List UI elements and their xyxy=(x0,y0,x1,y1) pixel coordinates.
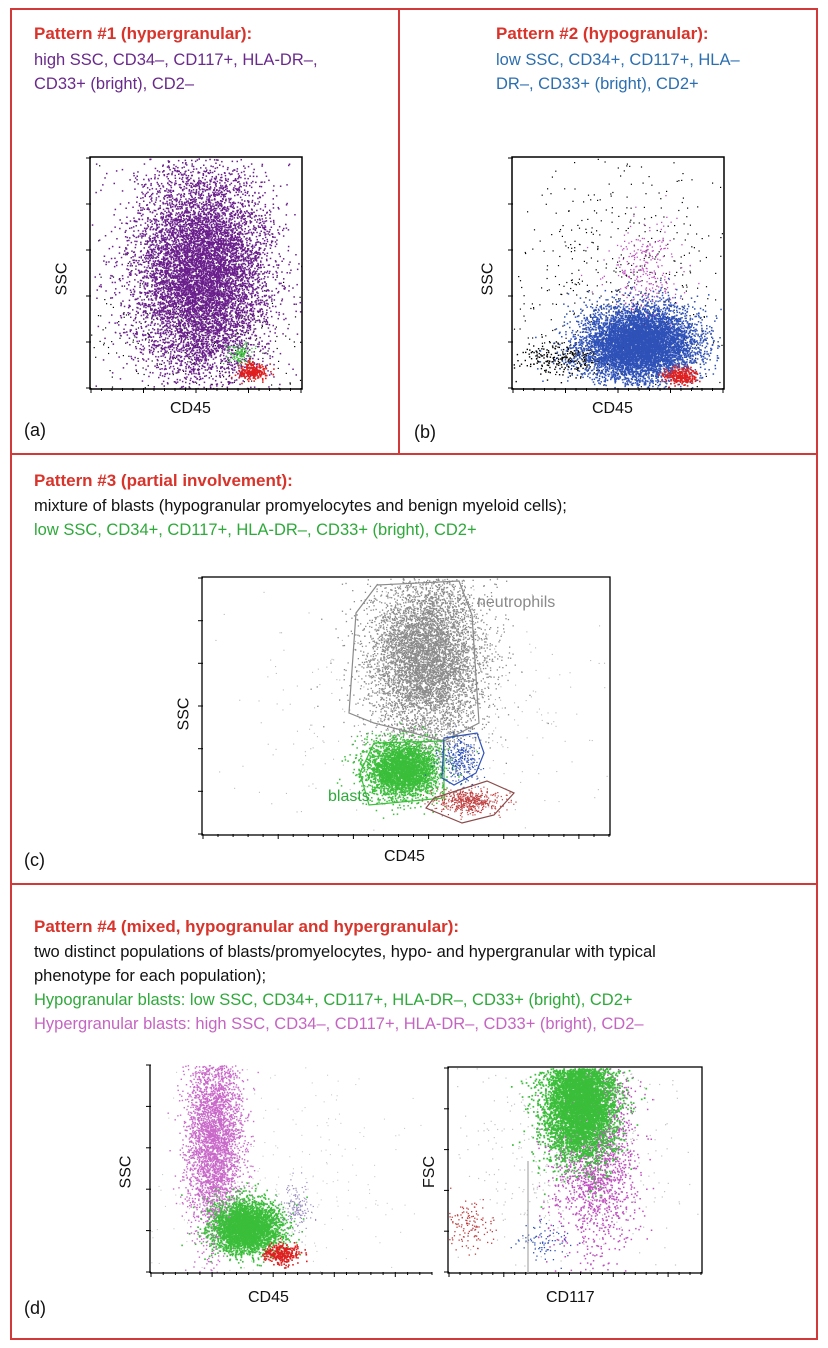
panel-d-left-ylabel: SSC xyxy=(117,1156,135,1189)
panel-d-line3: Hypogranular blasts: low SSC, CD34+, CD1… xyxy=(34,988,633,1012)
panel-d: Pattern #4 (mixed, hypogranular and hype… xyxy=(10,883,818,1340)
panel-a: Pattern #1 (hypergranular): high SSC, CD… xyxy=(10,8,400,455)
panel-c-xlabel: CD45 xyxy=(384,848,425,866)
gate-blasts-label: blasts xyxy=(328,788,370,805)
panel-a-xlabel: CD45 xyxy=(170,400,211,418)
panel-b-ylabel: SSC xyxy=(479,263,497,296)
scatter-population xyxy=(272,1172,317,1243)
panel-c-line1: mixture of blasts (hypogranular promyelo… xyxy=(34,494,567,518)
panel-d-line4: Hypergranular blasts: high SSC, CD34–, C… xyxy=(34,1012,644,1036)
panel-c: Pattern #3 (partial involvement): mixtur… xyxy=(10,453,818,885)
scatter-population xyxy=(510,1218,581,1269)
panel-a-title: Pattern #1 (hypergranular): xyxy=(34,24,252,44)
plot-a-dots xyxy=(91,158,303,390)
scatter-population xyxy=(424,725,486,802)
plot-b xyxy=(508,156,725,393)
plot-d-right xyxy=(444,1066,703,1277)
panel-c-line2: low SSC, CD34+, CD117+, HLA-DR–, CD33+ (… xyxy=(34,518,477,542)
panel-c-ylabel: SSC xyxy=(175,698,193,731)
panel-d-left-xlabel: CD45 xyxy=(248,1289,289,1307)
panel-b-title: Pattern #2 (hypogranular): xyxy=(496,24,709,44)
panel-d-title: Pattern #4 (mixed, hypogranular and hype… xyxy=(34,917,459,937)
plot-d-right-ticks xyxy=(444,1067,702,1277)
scatter-population xyxy=(336,722,479,819)
scatter-population xyxy=(658,364,701,389)
panel-d-line1: two distinct populations of blasts/promy… xyxy=(34,940,656,964)
plot-a xyxy=(86,156,303,393)
plot-d-right-axes xyxy=(447,1066,703,1274)
panel-c-label: (c) xyxy=(24,850,45,871)
panel-a-ylabel: SSC xyxy=(53,263,71,296)
scatter-population xyxy=(310,578,549,817)
gate-monocytes xyxy=(441,732,485,786)
plot-b-ticks xyxy=(508,157,724,393)
plot-d-right-dots xyxy=(449,1068,699,1273)
scatter-population xyxy=(91,158,303,390)
plot-d-left-dots xyxy=(151,1065,422,1273)
plot-d-left-axes xyxy=(149,1065,432,1274)
plot-c: neutrophils blasts xyxy=(198,576,611,839)
plot-d-left xyxy=(146,1064,433,1277)
gate-blasts xyxy=(359,740,445,806)
plot-c-dots xyxy=(215,578,608,831)
panel-b: Pattern #2 (hypogranular): low SSC, CD34… xyxy=(398,8,818,455)
plot-d-left-ticks xyxy=(146,1064,433,1277)
panel-b-line1: low SSC, CD34+, CD117+, HLA– xyxy=(496,48,740,72)
panel-a-line2: CD33+ (bright), CD2– xyxy=(34,72,194,96)
panel-a-label: (a) xyxy=(24,420,46,441)
panel-b-label: (b) xyxy=(414,422,436,443)
panel-b-line2: DR–, CD33+ (bright), CD2+ xyxy=(496,72,699,96)
gate-lymphocytes xyxy=(425,780,516,824)
panel-b-xlabel: CD45 xyxy=(592,400,633,418)
scatter-population xyxy=(262,1237,308,1269)
plot-a-ticks xyxy=(86,157,302,393)
panel-c-title: Pattern #3 (partial involvement): xyxy=(34,471,293,491)
panel-d-right-ylabel: FSC xyxy=(421,1156,439,1188)
gate-neutrophils-label: neutrophils xyxy=(477,594,555,611)
scatter-population xyxy=(181,1182,308,1269)
scatter-population xyxy=(449,1187,497,1256)
panel-d-line2: phenotype for each population); xyxy=(34,964,266,988)
plot-b-dots xyxy=(513,158,723,389)
panel-d-right-xlabel: CD117 xyxy=(546,1289,595,1307)
panel-d-label: (d) xyxy=(24,1298,46,1319)
panel-a-line1: high SSC, CD34–, CD117+, HLA-DR–, xyxy=(34,48,318,72)
scatter-population xyxy=(231,358,275,385)
plot-c-gates xyxy=(348,580,516,824)
scatter-population xyxy=(223,341,257,366)
plot-c-ticks xyxy=(198,577,610,839)
scatter-population xyxy=(510,1068,648,1208)
